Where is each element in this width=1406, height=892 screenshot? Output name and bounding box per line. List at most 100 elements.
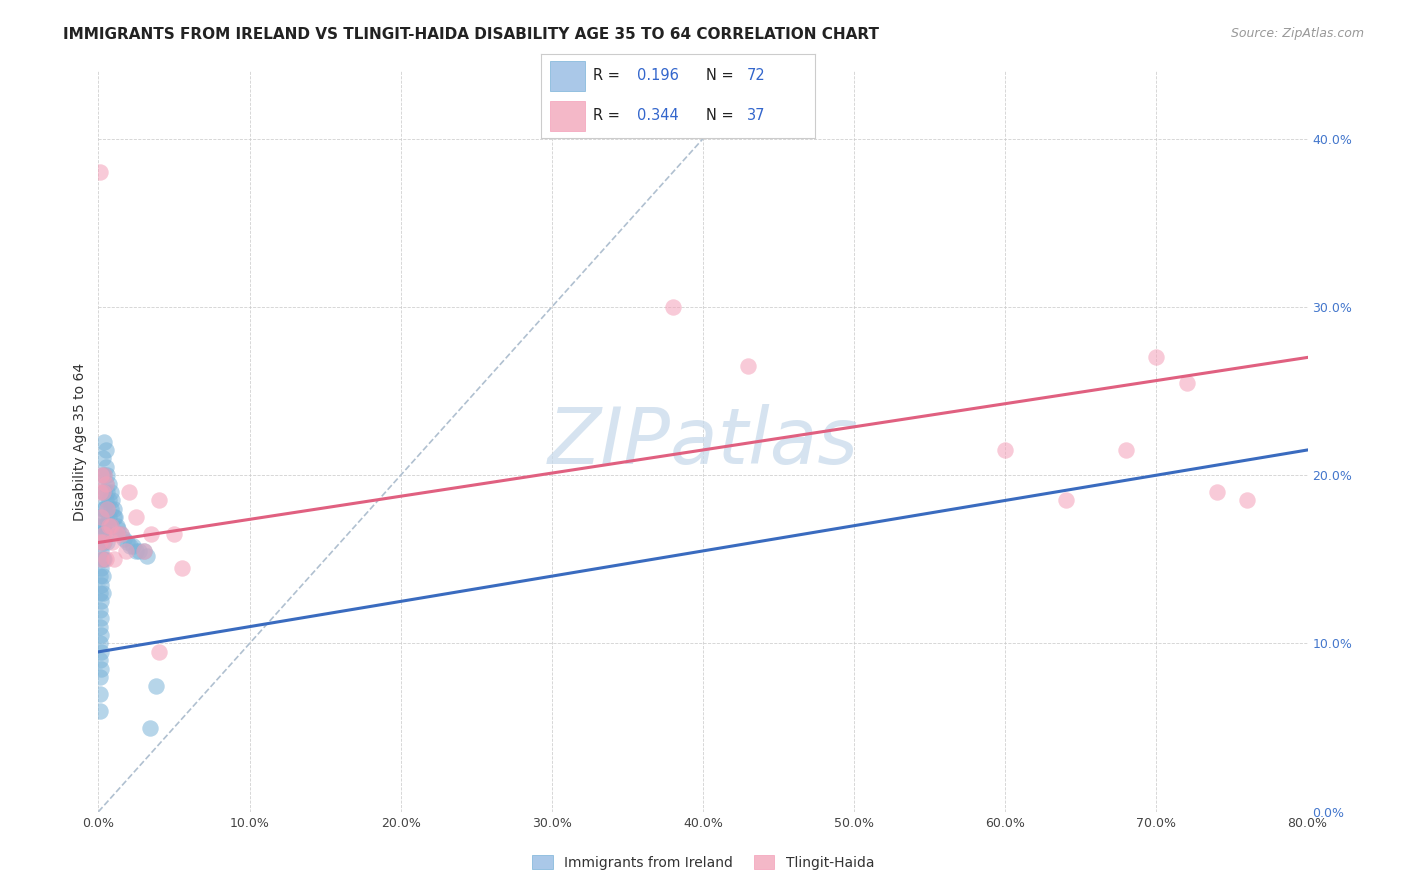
Point <box>89 535 111 549</box>
Point <box>94 493 117 508</box>
Point <box>170 560 193 574</box>
Point <box>91 535 114 549</box>
Point <box>100 518 122 533</box>
Point <box>163 527 186 541</box>
Point <box>89 485 111 500</box>
Point <box>93 434 115 449</box>
Text: ZIPatlas: ZIPatlas <box>547 403 859 480</box>
Point <box>89 687 111 701</box>
Point <box>94 459 117 474</box>
Point <box>90 510 112 524</box>
Y-axis label: Disability Age 35 to 64: Disability Age 35 to 64 <box>73 362 87 521</box>
Point <box>110 527 132 541</box>
Point <box>89 165 111 179</box>
Point <box>1115 442 1137 457</box>
Point <box>93 552 115 566</box>
Point <box>661 300 683 314</box>
Text: IMMIGRANTS FROM IRELAND VS TLINGIT-HAIDA DISABILITY AGE 35 TO 64 CORRELATION CHA: IMMIGRANTS FROM IRELAND VS TLINGIT-HAIDA… <box>63 27 879 42</box>
Text: N =: N = <box>706 68 738 83</box>
Point <box>91 552 114 566</box>
Point <box>89 603 111 617</box>
Point <box>89 586 111 600</box>
Point <box>90 662 112 676</box>
Point <box>93 518 115 533</box>
Point <box>89 552 111 566</box>
Point <box>90 577 112 591</box>
Point <box>103 510 125 524</box>
Text: 72: 72 <box>747 68 766 83</box>
Point <box>91 468 114 483</box>
Point <box>96 535 118 549</box>
Point <box>128 544 150 558</box>
Point <box>101 535 124 549</box>
Text: R =: R = <box>593 108 624 123</box>
Point <box>93 501 115 516</box>
Point <box>120 539 142 553</box>
Point <box>139 721 162 735</box>
Point <box>90 594 112 608</box>
Point <box>122 539 145 553</box>
Point <box>93 468 115 483</box>
Point <box>101 493 124 508</box>
Point <box>125 544 148 558</box>
Point <box>132 544 155 558</box>
Point <box>994 442 1017 457</box>
Point <box>96 518 118 533</box>
Point <box>141 527 163 541</box>
Point <box>110 527 132 541</box>
Point <box>90 468 112 483</box>
Point <box>737 359 759 373</box>
Point <box>90 560 112 574</box>
Point <box>112 532 135 546</box>
Point <box>105 527 128 541</box>
Text: N =: N = <box>706 108 738 123</box>
Point <box>100 501 122 516</box>
Text: R =: R = <box>593 68 624 83</box>
Point <box>94 527 117 541</box>
Point <box>90 552 112 566</box>
Point <box>89 535 111 549</box>
FancyBboxPatch shape <box>550 101 585 130</box>
Point <box>125 510 148 524</box>
Point <box>90 527 112 541</box>
Point <box>1236 493 1258 508</box>
Point <box>103 552 125 566</box>
Point <box>91 451 114 466</box>
Point <box>132 544 155 558</box>
Point <box>104 510 127 524</box>
Point <box>91 535 114 549</box>
Point <box>98 493 121 508</box>
Point <box>91 485 114 500</box>
Point <box>89 636 111 650</box>
Point <box>94 510 117 524</box>
Point <box>107 522 129 536</box>
Text: 0.196: 0.196 <box>637 68 679 83</box>
Point <box>1054 493 1077 508</box>
Point <box>91 569 114 583</box>
Point <box>93 468 115 483</box>
Point <box>91 518 114 533</box>
Point <box>91 501 114 516</box>
Point <box>96 501 118 516</box>
Point <box>98 510 121 524</box>
Point <box>89 619 111 633</box>
Point <box>93 535 115 549</box>
Point <box>1144 351 1167 365</box>
Point <box>89 670 111 684</box>
Point <box>94 552 117 566</box>
Point <box>93 485 115 500</box>
Point <box>90 510 112 524</box>
Point <box>89 518 111 533</box>
Point <box>98 476 121 491</box>
Text: Source: ZipAtlas.com: Source: ZipAtlas.com <box>1230 27 1364 40</box>
FancyBboxPatch shape <box>550 62 585 91</box>
Point <box>94 442 117 457</box>
Point <box>148 493 170 508</box>
Text: 0.344: 0.344 <box>637 108 679 123</box>
Point <box>118 485 141 500</box>
Point <box>94 476 117 491</box>
Point <box>91 586 114 600</box>
Point <box>145 679 167 693</box>
Point <box>94 476 117 491</box>
Point <box>1206 485 1229 500</box>
